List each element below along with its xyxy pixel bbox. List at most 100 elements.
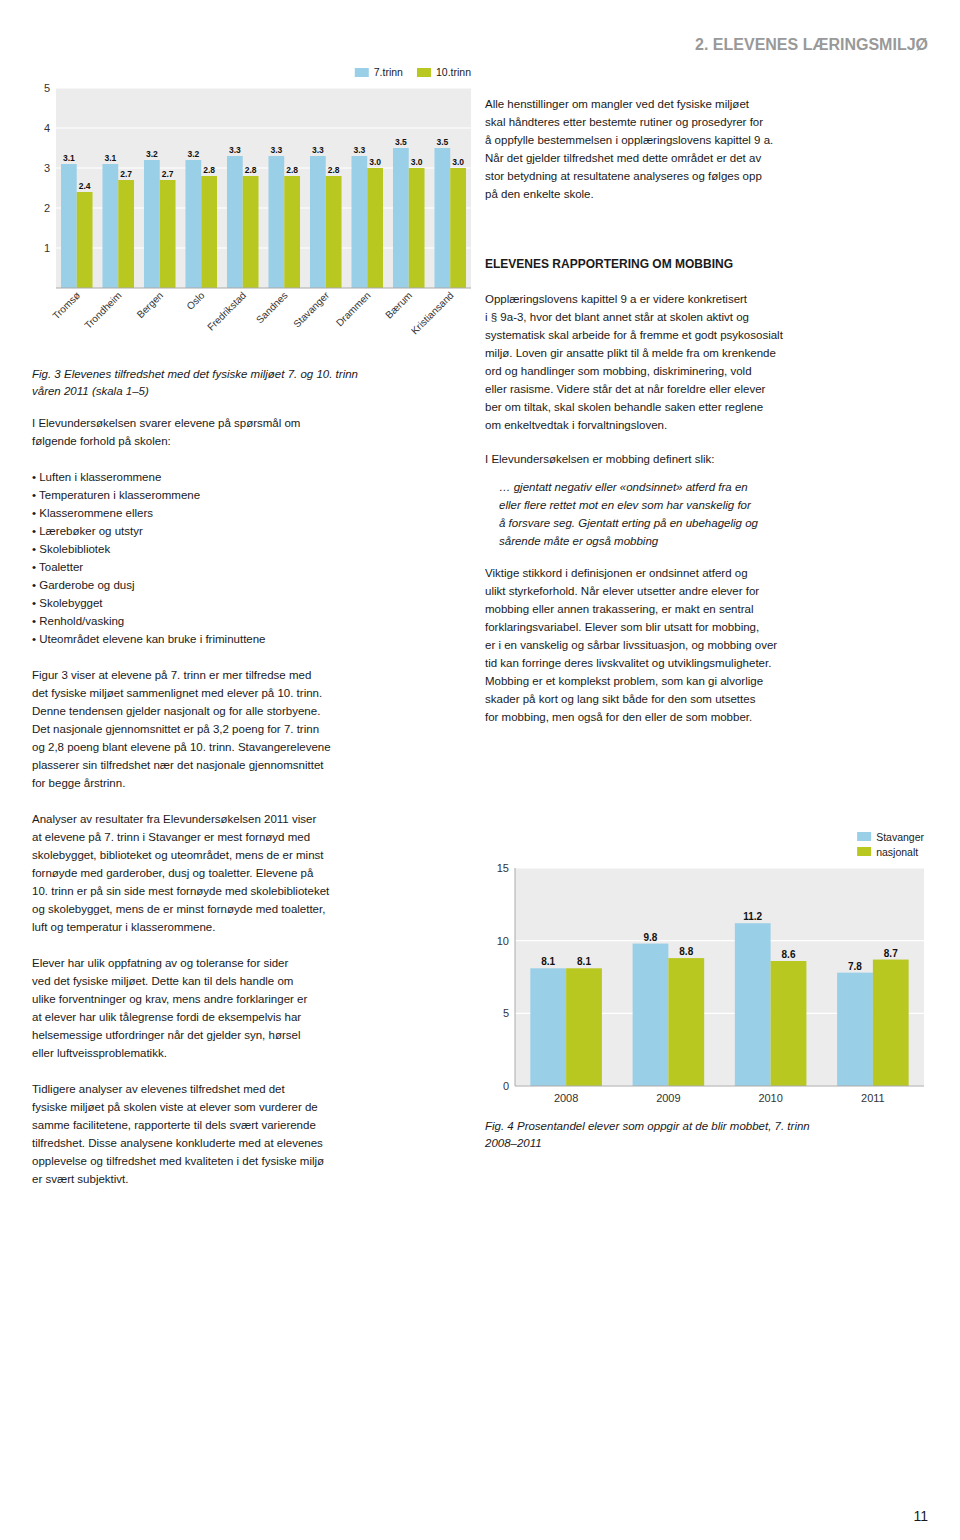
bullet-list: • Luften i klasserommene• Temperaturen i… bbox=[32, 468, 475, 648]
paragraph: Tidligere analyser av elevenes tilfredsh… bbox=[32, 1080, 475, 1188]
x-tick-label: Kristiansand bbox=[409, 290, 456, 337]
y-tick-label: 4 bbox=[44, 122, 50, 134]
bar bbox=[326, 176, 342, 288]
x-tick-label: Fredrikstad bbox=[205, 290, 248, 333]
paragraph: Alle henstillinger om mangler ved det fy… bbox=[485, 95, 773, 203]
data-label: 3.2 bbox=[187, 149, 199, 159]
bar bbox=[434, 148, 450, 288]
bar bbox=[771, 961, 807, 1086]
page-title: 2. ELEVENES LÆRINGSMILJØ bbox=[695, 36, 928, 54]
y-tick-label: 1 bbox=[44, 242, 50, 254]
paragraph: Elever har ulik oppfatning av og toleran… bbox=[32, 954, 475, 1062]
x-tick-label: Trondheim bbox=[82, 290, 123, 331]
x-tick-label: Stavanger bbox=[291, 289, 331, 329]
chart-caption: Fig. 3 Elevenes tilfredshet med det fysi… bbox=[32, 366, 475, 400]
data-label: 3.5 bbox=[436, 137, 448, 147]
legend-label: nasjonalt bbox=[876, 846, 918, 858]
bullet: • Lærebøker og utstyr bbox=[32, 522, 475, 540]
paragraph: Opplæringslovens kapittel 9 a er videre … bbox=[485, 290, 783, 434]
bar bbox=[160, 180, 176, 288]
bullet: • Uteområdet elevene kan bruke i friminu… bbox=[32, 630, 475, 648]
legend: Stavangernasjonalt bbox=[857, 831, 924, 858]
bar bbox=[102, 164, 118, 288]
x-tick-label: 2008 bbox=[554, 1092, 578, 1104]
paragraph: Analyser av resultater fra Elevundersøke… bbox=[32, 810, 475, 936]
bar bbox=[393, 148, 409, 288]
chart: 0510158.19.811.27.88.18.88.68.7200820092… bbox=[485, 828, 928, 1114]
data-label: 8.8 bbox=[679, 946, 693, 957]
data-label: 3.5 bbox=[395, 137, 407, 147]
bar bbox=[268, 156, 284, 288]
x-tick-label: Drammen bbox=[334, 290, 373, 329]
y-tick-label: 10 bbox=[497, 935, 509, 947]
data-label: 2.8 bbox=[328, 165, 340, 175]
data-label: 2.8 bbox=[245, 165, 257, 175]
x-tick-label: Bærum bbox=[383, 290, 414, 321]
x-axis-line bbox=[56, 288, 471, 289]
grid-line bbox=[515, 1085, 924, 1086]
page-number: 11 bbox=[913, 1508, 928, 1524]
bullet: • Skolebygget bbox=[32, 594, 475, 612]
bar bbox=[530, 968, 566, 1086]
paragraph: I Elevundersøkelsen svarer elevene på sp… bbox=[32, 414, 475, 450]
data-label: 8.7 bbox=[884, 948, 898, 959]
data-label: 2.7 bbox=[162, 169, 174, 179]
legend-swatch bbox=[857, 847, 871, 856]
data-label: 8.6 bbox=[782, 949, 796, 960]
bar bbox=[837, 973, 873, 1086]
bar bbox=[284, 176, 300, 288]
data-label: 8.1 bbox=[577, 956, 591, 967]
legend: 7.trinn10.trinn bbox=[355, 66, 471, 78]
grid-line bbox=[56, 87, 471, 88]
data-label: 3.0 bbox=[411, 157, 423, 167]
x-tick-label: 2011 bbox=[861, 1092, 885, 1104]
bar bbox=[310, 156, 326, 288]
data-label: 3.1 bbox=[63, 153, 75, 163]
data-label: 3.3 bbox=[353, 145, 365, 155]
paragraph: Viktige stikkord i definisjonen er ondsi… bbox=[485, 564, 777, 726]
x-tick-label: Oslo bbox=[184, 289, 207, 312]
bar bbox=[367, 168, 383, 288]
y-tick-label: 3 bbox=[44, 162, 50, 174]
bar bbox=[243, 176, 259, 288]
bar bbox=[118, 180, 134, 288]
y-tick-label: 5 bbox=[44, 82, 50, 94]
grid-line bbox=[515, 867, 924, 868]
x-tick-label: Sandnes bbox=[254, 290, 290, 326]
bullet: • Skolebibliotek bbox=[32, 540, 475, 558]
data-label: 3.3 bbox=[229, 145, 241, 155]
data-label: 3.3 bbox=[270, 145, 282, 155]
data-label: 2.8 bbox=[286, 165, 298, 175]
legend-swatch bbox=[857, 832, 871, 841]
paragraph: Figur 3 viser at elevene på 7. trinn er … bbox=[32, 666, 475, 792]
data-label: 8.1 bbox=[541, 956, 555, 967]
chart: 123453.13.13.23.23.33.33.33.33.53.52.42.… bbox=[32, 62, 475, 362]
bar bbox=[668, 958, 704, 1086]
bullet: • Luften i klasserommene bbox=[32, 468, 475, 486]
bar bbox=[61, 164, 77, 288]
data-label: 3.2 bbox=[146, 149, 158, 159]
bar bbox=[450, 168, 466, 288]
bullet: • Garderobe og dusj bbox=[32, 576, 475, 594]
data-label: 9.8 bbox=[644, 932, 658, 943]
y-tick-label: 5 bbox=[503, 1007, 509, 1019]
bar bbox=[144, 160, 160, 288]
data-label: 2.8 bbox=[203, 165, 215, 175]
x-tick-label: Tromsø bbox=[50, 290, 82, 322]
bullet: • Toaletter bbox=[32, 558, 475, 576]
bar bbox=[201, 176, 217, 288]
data-label: 2.7 bbox=[120, 169, 132, 179]
grid-line bbox=[515, 940, 924, 941]
x-tick-label: 2010 bbox=[758, 1092, 782, 1104]
bar bbox=[351, 156, 367, 288]
bar bbox=[735, 923, 771, 1086]
bar bbox=[409, 168, 425, 288]
bullet: • Renhold/vasking bbox=[32, 612, 475, 630]
x-tick-label: Bergen bbox=[135, 290, 166, 321]
bar bbox=[185, 160, 201, 288]
bars bbox=[530, 923, 908, 1086]
chart-caption: Fig. 4 Prosentandel elever som oppgir at… bbox=[485, 1118, 928, 1152]
legend-swatch bbox=[417, 68, 431, 77]
bar bbox=[227, 156, 243, 288]
left-column: I Elevundersøkelsen svarer elevene på sp… bbox=[32, 414, 475, 1206]
